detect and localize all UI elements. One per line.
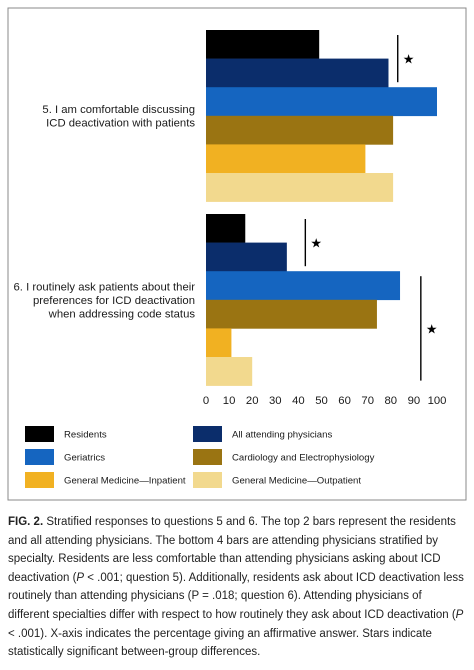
legend-swatch	[25, 472, 54, 488]
bar-0-5	[206, 173, 394, 202]
category-label: ICD deactivation with patients	[46, 118, 195, 130]
caption-segment: < .001; question 5). Additionally, resid…	[8, 571, 464, 621]
legend-label: Geriatrics	[64, 453, 105, 464]
significance-star: ★	[403, 53, 415, 68]
legend-label: All attending physicians	[232, 430, 332, 441]
bar-0-1	[206, 58, 389, 88]
x-tick-label: 100	[428, 395, 447, 407]
x-tick-label: 20	[246, 395, 259, 407]
legend-label: Cardiology and Electrophysiology	[232, 453, 375, 464]
bar-1-4	[206, 328, 232, 358]
chart-frame	[7, 7, 467, 501]
bar-1-0	[206, 214, 246, 243]
legend-label: General Medicine—Outpatient	[232, 476, 361, 487]
bar-0-3	[206, 115, 394, 145]
bar-1-2	[206, 271, 401, 301]
x-tick-label: 70	[361, 395, 374, 407]
significance-star: ★	[310, 237, 322, 252]
chart: 5. I am comfortable discussing ICD deacti…	[7, 7, 467, 501]
category-label: preferences for ICD deactivation	[33, 295, 195, 307]
x-tick-label: 50	[315, 395, 328, 407]
caption-segment: Stratified responses to questions 5 and …	[8, 516, 456, 584]
figure-caption: FIG. 2. Stratified responses to question…	[8, 513, 464, 662]
bar-0-4	[206, 144, 366, 174]
legend-label: General Medicine—Inpatient	[64, 476, 186, 487]
legend-label: Residents	[64, 430, 107, 441]
x-tick-label: 90	[408, 395, 421, 407]
x-tick-label: 40	[292, 395, 305, 407]
x-tick-label: 80	[385, 395, 398, 407]
bar-0-2	[206, 87, 437, 117]
figure-label: FIG. 2.	[8, 516, 44, 528]
bar-1-1	[206, 242, 287, 272]
category-label: 5. I am comfortable discussing	[42, 104, 195, 116]
legend-swatch	[25, 449, 54, 465]
legend-swatch	[25, 426, 54, 442]
x-tick-label: 60	[338, 395, 351, 407]
caption-text: Stratified responses to questions 5 and …	[8, 516, 464, 658]
caption-segment: P	[76, 571, 85, 584]
x-tick-label: 10	[223, 395, 236, 407]
legend-swatch	[193, 426, 222, 442]
caption-segment: < .001). X-axis indicates the percentage…	[8, 627, 432, 659]
significance-star: ★	[426, 322, 438, 337]
bar-1-3	[206, 299, 377, 329]
caption-segment: P	[455, 608, 464, 621]
category-label: 6. I routinely ask patients about their	[14, 281, 196, 293]
x-tick-label: 30	[269, 395, 282, 407]
bar-0-0	[206, 30, 320, 59]
legend-swatch	[193, 449, 222, 465]
x-tick-label: 0	[203, 395, 209, 407]
bar-1-5	[206, 357, 253, 386]
category-label: when addressing code status	[48, 308, 196, 320]
legend-swatch	[193, 472, 222, 488]
